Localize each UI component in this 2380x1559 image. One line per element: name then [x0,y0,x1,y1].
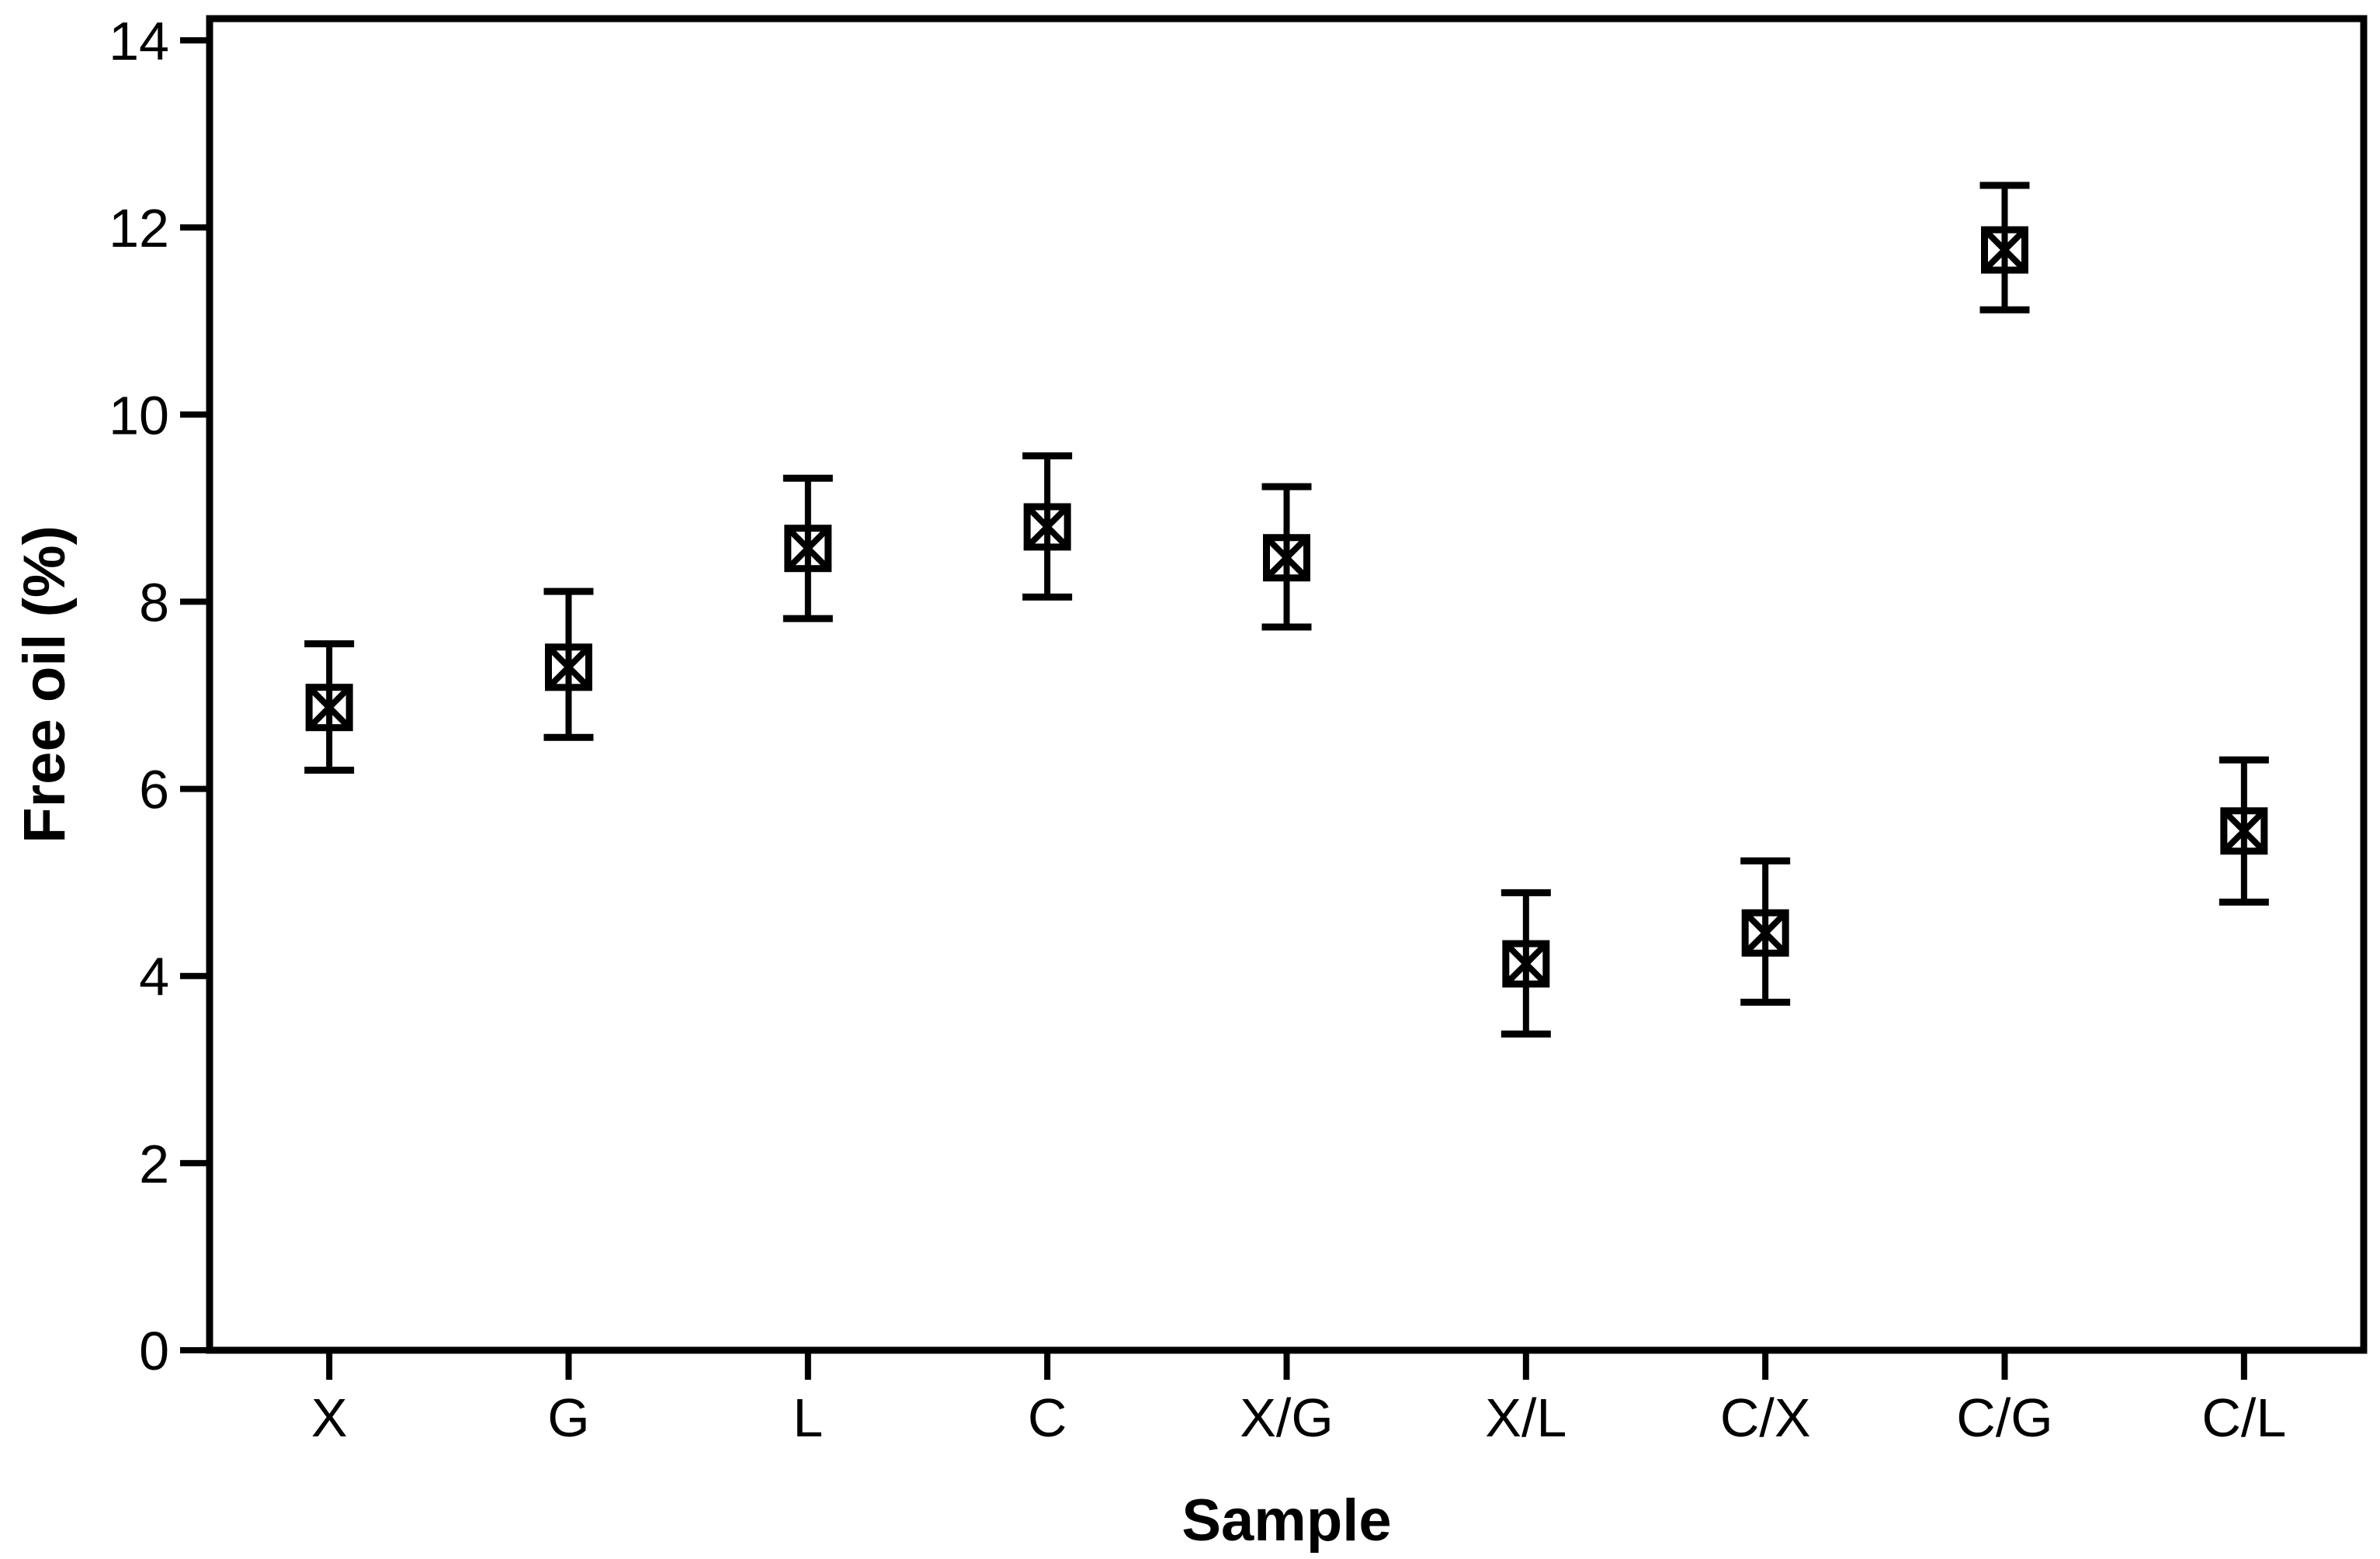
x-tick-label: C/G [1956,1388,2052,1448]
data-marker-square [305,684,353,732]
y-tick-label: 2 [139,1134,169,1194]
data-marker-x-stroke [546,645,592,690]
x-tick-label: X/L [1485,1388,1566,1448]
data-marker-square [784,525,832,573]
data-marker-square [1023,503,1071,551]
data-marker-x-stroke [1264,535,1310,580]
x-tick-label: L [793,1388,823,1448]
y-tick-label: 12 [109,198,169,258]
x-tick-label: C/X [1720,1388,1811,1448]
x-axis-title: Sample [1181,1488,1391,1554]
x-tick-label: X [311,1388,348,1448]
data-marker-x-stroke [1982,227,2028,272]
y-tick-label: 4 [139,947,169,1007]
data-marker-x-stroke [1743,910,1788,956]
data-marker-x-stroke [786,525,831,571]
data-marker-x-stroke [1504,941,1549,986]
x-tick-label: C/L [2201,1388,2286,1448]
x-tick-label: G [547,1388,589,1448]
y-axis-title: Free oil (%) [12,525,78,844]
data-marker-square [1502,940,1550,988]
y-tick-label: 10 [109,385,169,445]
data-marker-square [1263,534,1310,582]
data-marker-square [2220,807,2268,855]
data-marker-x-stroke [2222,809,2267,854]
y-tick-label: 6 [139,760,169,820]
plot-frame [206,15,2368,1354]
data-marker-x-stroke [307,684,352,730]
data-marker-x-stroke [1025,504,1070,549]
y-tick-label: 0 [139,1321,169,1381]
data-marker-square [1741,909,1789,957]
y-tick-label: 14 [109,11,169,71]
y-tick-label: 8 [139,572,169,632]
x-tick-label: C [1028,1388,1067,1448]
x-tick-label: X/G [1240,1388,1334,1448]
data-marker-square [1981,226,2028,274]
data-marker-square [545,643,592,691]
